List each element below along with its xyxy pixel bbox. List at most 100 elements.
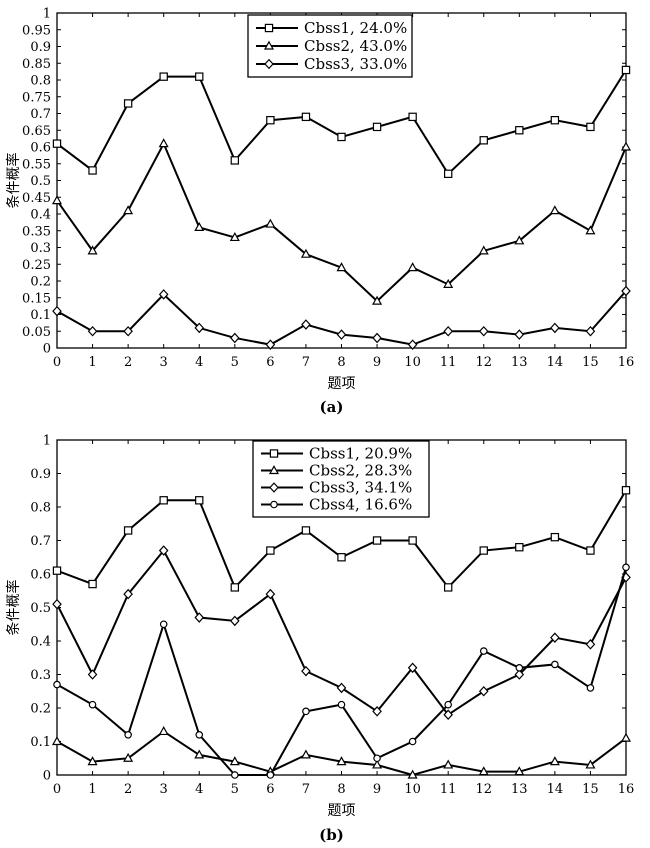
series-cbss2: [51, 726, 632, 779]
data-point: [124, 730, 132, 739]
data-point: [123, 325, 133, 337]
legend-marker-diamond: [264, 58, 274, 70]
data-point: [549, 756, 560, 766]
series-cbss2: [51, 138, 632, 305]
data-point: [621, 486, 631, 495]
data-point: [550, 322, 560, 334]
legend: Cbss1, 20.9%Cbss2, 28.3%Cbss3, 34.1%Cbss…: [252, 440, 430, 518]
y-axis-label: 条件概率: [5, 153, 22, 209]
data-point: [443, 709, 453, 720]
series-cbss1: [52, 65, 631, 178]
data-point: [478, 325, 489, 337]
y-tick-label: 0.4: [30, 635, 51, 650]
data-point: [123, 752, 134, 762]
data-point: [159, 620, 168, 629]
series-line: [56, 567, 627, 776]
data-point: [88, 700, 97, 709]
data-point: [585, 759, 596, 769]
data-point: [159, 72, 168, 81]
data-point: [229, 756, 240, 766]
series-cbss1: [52, 486, 631, 592]
legend-label: Cbss2, 28.3%: [309, 462, 412, 480]
x-tick-label: 3: [160, 782, 168, 797]
y-tick-label: 0.9: [30, 467, 51, 482]
data-point: [265, 588, 276, 600]
x-tick-label: 5: [231, 782, 239, 797]
legend-label: Cbss1, 24.0%: [304, 19, 407, 37]
legend-label: Cbss2, 43.0%: [304, 37, 407, 55]
y-tick-label: 0.4: [30, 208, 51, 223]
data-point: [515, 126, 524, 135]
x-tick-label: 12: [475, 355, 492, 370]
data-point: [408, 737, 417, 746]
y-tick-label: 0.75: [22, 90, 51, 105]
data-point: [87, 669, 98, 680]
legend-marker-square: [264, 23, 274, 33]
data-point: [195, 496, 204, 505]
data-point: [230, 156, 240, 165]
legend-label: Cbss3, 34.1%: [309, 479, 412, 497]
y-tick-label: 0.6: [30, 568, 51, 583]
data-point: [194, 322, 205, 334]
y-tick-label: 0.45: [22, 191, 51, 206]
chart-b: 00.10.20.30.40.50.60.70.80.910 1 2 3 4 5 6 7 8 9 1…: [5, 434, 634, 845]
series-cbss3: [52, 545, 631, 720]
data-point: [621, 65, 631, 75]
data-point: [478, 685, 489, 697]
data-point: [372, 706, 382, 717]
data-point: [158, 726, 169, 736]
chart-a: 00.050.10.150.20.250.30.350.40.450.50.55…: [5, 7, 634, 417]
legend-marker-square: [269, 449, 279, 458]
data-point: [266, 771, 275, 779]
data-point: [478, 766, 489, 776]
data-point: [51, 195, 63, 205]
data-point: [407, 662, 418, 674]
data-point: [479, 647, 488, 655]
data-point: [550, 632, 560, 643]
data-point: [194, 221, 205, 231]
series-cbss3: [52, 285, 631, 350]
data-point: [443, 583, 453, 592]
data-point: [479, 136, 488, 145]
data-point: [194, 749, 205, 759]
data-point: [407, 769, 418, 779]
data-point: [53, 680, 61, 689]
x-tick-label: 9: [373, 355, 381, 370]
legend-marker-triangle: [268, 465, 280, 475]
x-tick-label: 0: [53, 355, 61, 370]
data-point: [88, 166, 97, 175]
x-tick-label: 11: [440, 355, 457, 370]
x-axis-label: 题项: [328, 803, 356, 819]
data-point: [478, 245, 489, 255]
data-point: [337, 132, 346, 142]
x-tick-label: 7: [302, 782, 310, 797]
x-tick-label: 12: [475, 782, 492, 797]
legend-marker-triangle: [263, 40, 275, 50]
data-point: [551, 660, 559, 669]
x-tick-label: 15: [582, 782, 599, 797]
data-point: [373, 754, 381, 763]
data-point: [123, 99, 133, 108]
data-point: [123, 205, 134, 215]
y-tick-label: 0.9: [30, 40, 51, 55]
data-point: [336, 262, 347, 272]
y-tick-label: 0.1: [30, 735, 51, 750]
data-point: [337, 553, 346, 562]
y-tick-label: 0.8: [30, 501, 51, 516]
data-point: [194, 612, 205, 623]
data-point: [265, 218, 276, 228]
data-point: [407, 339, 418, 350]
chart-caption: (a): [320, 398, 344, 416]
data-point: [265, 339, 276, 350]
y-tick-label: 0.55: [22, 157, 51, 172]
x-tick-label: 1: [88, 355, 96, 370]
series-line: [56, 730, 627, 777]
x-tick-label: 11: [440, 782, 457, 797]
legend-label: Cbss4, 16.6%: [309, 496, 412, 514]
y-tick-label: 1: [43, 434, 51, 449]
data-point: [87, 756, 98, 766]
y-tick-label: 0.05: [22, 325, 51, 340]
data-point: [586, 546, 595, 555]
data-point: [231, 771, 239, 779]
x-tick-label: 16: [618, 355, 635, 370]
